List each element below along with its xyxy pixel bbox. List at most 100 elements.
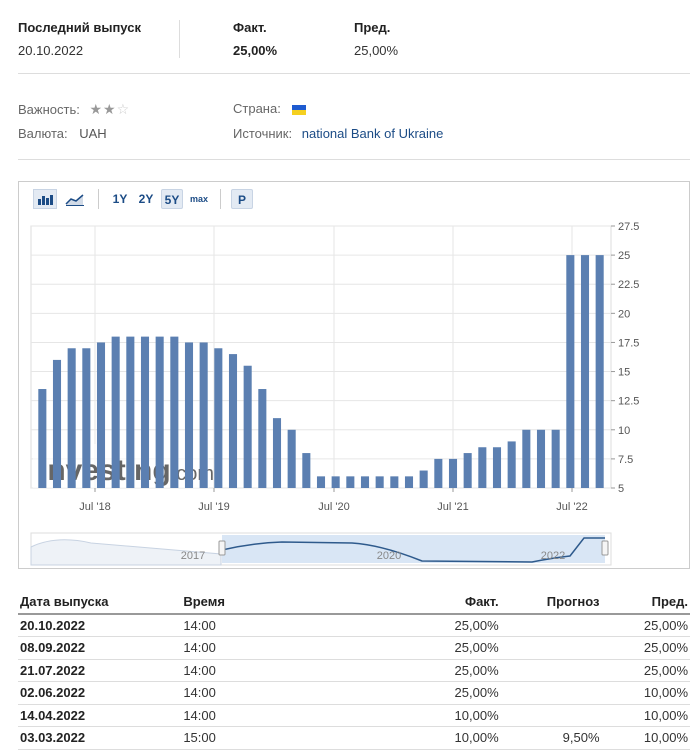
col-header-previous[interactable]: Пред.: [601, 590, 690, 615]
bar: [522, 429, 531, 488]
table-header-row: Дата выпуска Время Факт. Прогноз Пред.: [18, 590, 690, 615]
col-header-time[interactable]: Время: [181, 590, 317, 615]
navigator-handle: [218, 540, 226, 556]
bar: [155, 336, 164, 488]
cell-previous: 10,00%: [601, 726, 690, 750]
bar: [492, 447, 502, 488]
table-row: 03.03.2022 15:00 10,00% 9,50% 10,00%: [18, 726, 690, 750]
y-tick-label: 17.5: [618, 337, 639, 349]
cell-date: 21.07.2022: [18, 659, 182, 682]
last-release-value: 20.10.2022: [18, 43, 84, 58]
cell-forecast: [500, 704, 602, 727]
area-chart-icon[interactable]: [63, 189, 87, 209]
bar: [243, 365, 252, 488]
bar: [184, 342, 194, 488]
latest-release-summary: Последний выпуск 20.10.2022 Факт. 25,00%…: [18, 20, 690, 74]
importance-label: Важность:: [18, 102, 80, 117]
p-button[interactable]: P: [231, 189, 253, 209]
cell-actual: 25,00%: [316, 636, 501, 660]
table-row: 21.07.2022 14:00 25,00% 25,00%: [18, 659, 690, 682]
toolbar-separator: [220, 189, 221, 209]
cell-time: 15:00: [181, 726, 317, 750]
chart-container: 1Y 2Y 5Y max P Investing.com 27.52522.52…: [18, 181, 690, 569]
source-link[interactable]: national Bank of Ukraine: [301, 126, 444, 141]
x-tick-label: Jul '20: [318, 501, 349, 513]
bar: [580, 255, 590, 488]
bar: [82, 348, 91, 488]
divider: [179, 20, 180, 58]
cell-date: 02.06.2022: [18, 681, 182, 705]
y-tick-label: 25: [618, 250, 630, 262]
cell-time: 14:00: [181, 681, 317, 705]
bar: [404, 476, 414, 488]
bar: [595, 255, 604, 488]
bar: [448, 458, 458, 488]
bar: [346, 476, 355, 488]
col-header-actual[interactable]: Факт.: [316, 590, 501, 615]
col-header-forecast[interactable]: Прогноз: [500, 590, 602, 615]
range-max-button[interactable]: max: [189, 194, 208, 204]
y-tick-label: 12.5: [618, 396, 639, 408]
bar: [214, 348, 223, 488]
bar: [287, 429, 296, 488]
ukraine-flag-icon: [292, 104, 307, 115]
bar: [566, 255, 575, 488]
navigator[interactable]: 2017 2020 2022: [30, 532, 612, 566]
cell-time: 14:00: [181, 636, 317, 660]
chart-toolbar: 1Y 2Y 5Y max P: [19, 182, 689, 216]
col-header-date[interactable]: Дата выпуска: [18, 590, 182, 615]
range-1y-button[interactable]: 1Y: [112, 192, 128, 206]
bar-chart-icon[interactable]: [33, 189, 57, 209]
navigator-label: 2020: [377, 550, 401, 562]
source-label: Источник:: [233, 126, 293, 141]
bars: [38, 255, 604, 488]
x-tick-label: Jul '18: [79, 501, 110, 513]
bar: [536, 429, 546, 488]
bar: [258, 389, 267, 488]
importance: Важность: ★★☆: [18, 101, 130, 118]
x-axis: Jul '18 Jul '19 Jul '20 Jul '21 Jul '22: [79, 488, 588, 513]
bar: [390, 476, 399, 488]
x-tick-label: Jul '22: [556, 501, 587, 513]
divider: [18, 73, 690, 74]
cell-previous: 25,00%: [601, 636, 690, 660]
bar: [52, 359, 62, 488]
y-tick-label: 22.5: [618, 279, 639, 291]
bar: [67, 348, 76, 488]
cell-date: 14.04.2022: [18, 704, 182, 727]
importance-stars: ★★☆: [89, 101, 130, 118]
y-axis: 27.5 25 22.5 20 17.5 15 12.5 10 7.5 5: [611, 221, 639, 495]
range-5y-button[interactable]: 5Y: [161, 189, 183, 209]
navigator-history-area: [30, 539, 222, 566]
range-2y-button[interactable]: 2Y: [138, 192, 154, 206]
currency-value: UAH: [79, 126, 107, 141]
previous-label: Пред.: [354, 20, 391, 35]
navigator-line: [221, 537, 605, 563]
star-icon: ★: [103, 101, 117, 117]
y-tick-label: 10: [618, 425, 630, 437]
star-outline-icon: ☆: [116, 101, 131, 117]
bar: [302, 453, 311, 488]
cell-time: 14:00: [181, 659, 317, 682]
table-row: 20.10.2022 14:00 25,00% 25,00%: [18, 614, 690, 637]
y-tick-label: 27.5: [618, 221, 639, 233]
cell-previous: 10,00%: [601, 704, 690, 727]
bar: [478, 447, 487, 488]
bar: [199, 342, 208, 488]
cell-actual: 25,00%: [316, 659, 501, 682]
bar: [140, 336, 150, 488]
cell-time: 14:00: [181, 704, 317, 727]
bar: [434, 458, 443, 488]
cell-previous: 25,00%: [601, 659, 690, 682]
cell-forecast: [500, 614, 602, 637]
x-tick-label: Jul '19: [198, 501, 229, 513]
bar: [507, 441, 516, 488]
actual-label: Факт.: [233, 20, 267, 35]
bar: [38, 389, 47, 488]
bar: [360, 476, 370, 488]
cell-forecast: [500, 636, 602, 660]
cell-forecast: [500, 659, 602, 682]
navigator-label: 2022: [541, 550, 565, 562]
cell-date: 08.09.2022: [18, 636, 182, 660]
country: Страна:: [233, 101, 307, 116]
